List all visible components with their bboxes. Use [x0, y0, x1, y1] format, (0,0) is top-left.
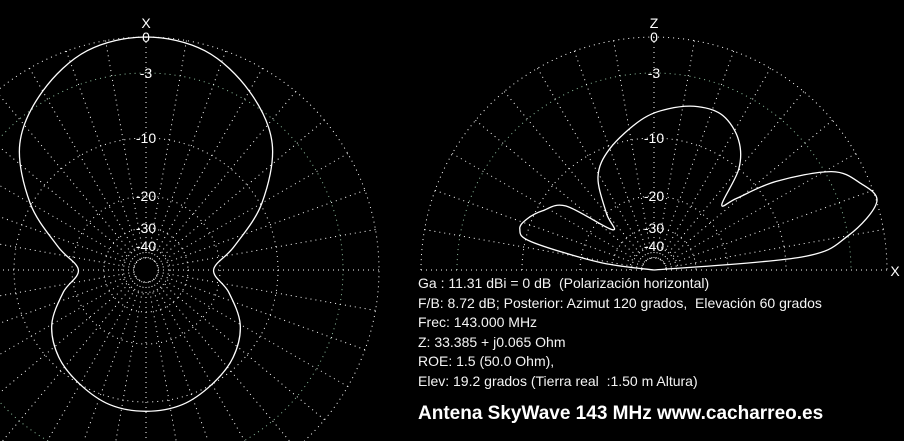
grid-ring	[71, 195, 221, 345]
grid-radial	[0, 95, 139, 262]
grid-radial	[664, 153, 857, 265]
elevation-pattern-line	[519, 105, 878, 271]
grid-radial	[29, 67, 141, 260]
grid-ring	[0, 72, 344, 441]
grid-radial	[156, 275, 349, 387]
axis-label-z: Z	[650, 15, 659, 31]
grid-ring	[133, 257, 159, 283]
grid-radial	[665, 229, 884, 269]
impedance-text: Z: 33.385 + j0.065 Ohm	[418, 333, 566, 350]
grid-radial	[153, 278, 290, 441]
front-back-text: F/B: 8.72 dB; Posterior: Azimut 120 grad…	[418, 294, 822, 311]
grid-radial	[0, 185, 136, 265]
ring-label: -30	[644, 220, 664, 236]
grid-radial	[105, 40, 145, 259]
grid-radial	[434, 189, 643, 267]
ring-label: -3	[140, 65, 153, 81]
grid-radial	[657, 50, 735, 259]
ring-label: -20	[644, 188, 664, 204]
grid-radial	[151, 280, 246, 441]
grid-radial	[157, 273, 366, 351]
ring-label: -10	[136, 130, 156, 146]
grid-radial	[147, 281, 177, 441]
grid-radial	[613, 40, 653, 259]
ring-label: -10	[644, 130, 664, 146]
grid-radial	[424, 229, 643, 269]
grid-radial	[475, 119, 646, 263]
grid-ring	[611, 227, 697, 271]
grid-radial	[157, 271, 376, 311]
gain-text: Ga : 11.31 dBi = 0 dB (Polarización hori…	[418, 275, 710, 291]
grid-radial	[659, 67, 771, 260]
grid-radial	[665, 189, 874, 267]
grid-radial	[46, 280, 141, 441]
grid-radial	[0, 216, 135, 267]
grid-radial	[0, 273, 135, 324]
grid-radial	[537, 67, 649, 260]
grid-radial	[503, 91, 647, 262]
grid-radial	[156, 153, 349, 265]
grid-radial	[149, 281, 209, 441]
grid-radial	[2, 278, 139, 441]
swr-text: ROE: 1.5 (50.0 Ohm),	[418, 353, 555, 370]
grid-radial	[0, 146, 138, 263]
grid-ring	[641, 257, 667, 271]
grid-radial	[0, 243, 135, 269]
grid-radial	[0, 277, 138, 394]
grid-radial	[661, 91, 805, 262]
ring-label: -3	[648, 65, 661, 81]
grid-radial	[655, 40, 695, 259]
grid-radial	[147, 40, 187, 259]
grid-radial	[65, 50, 143, 259]
ring-label: -30	[136, 220, 156, 236]
ring-label: -40	[644, 238, 664, 254]
grid-radial	[83, 281, 143, 441]
grid-radial	[153, 91, 297, 262]
axis-label-x: X	[141, 15, 151, 31]
grid-radial	[157, 189, 366, 267]
grid-ring	[456, 72, 852, 271]
grid-ring	[0, 36, 380, 441]
azimuth-pattern-line	[18, 36, 274, 412]
grid-radial	[157, 229, 376, 269]
grid-radial	[573, 50, 651, 259]
grid-ring	[121, 245, 171, 295]
axis-label-x: X	[890, 263, 900, 279]
grid-radial	[0, 271, 135, 297]
grid-radial	[154, 119, 325, 263]
grid-ring	[629, 245, 679, 271]
grid-radial	[154, 277, 325, 421]
ring-label: -40	[136, 238, 156, 254]
grid-radial	[0, 275, 136, 355]
grid-radial	[662, 119, 833, 263]
elevation-text: Elev: 19.2 grados (Tierra real :1.50 m A…	[418, 373, 698, 389]
ring-label: 0	[650, 29, 658, 45]
grid-radial	[149, 50, 227, 259]
grid-radial	[151, 67, 263, 260]
frequency-text: Frec: 143.000 MHz	[418, 314, 538, 331]
ring-label: -20	[136, 188, 156, 204]
antenna-title: Antena SkyWave 143 MHz www.cacharreo.es	[418, 403, 824, 424]
grid-radial	[115, 281, 145, 441]
